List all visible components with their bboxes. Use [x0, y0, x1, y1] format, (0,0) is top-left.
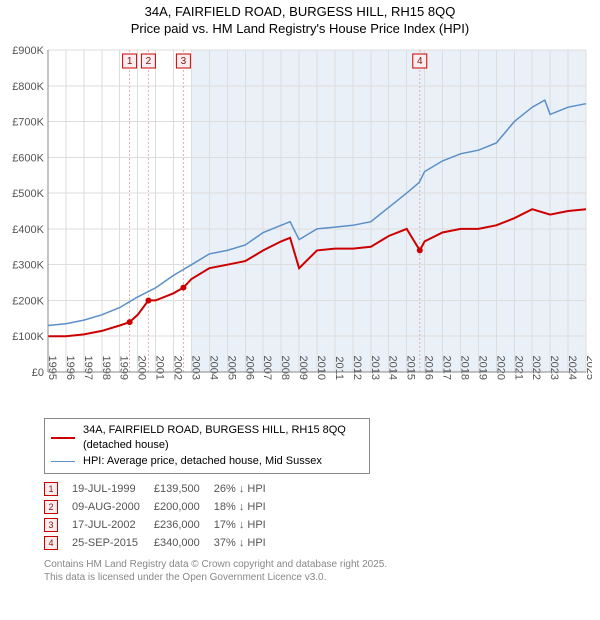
sale-marker-icon: 3 [44, 518, 58, 532]
svg-text:2022: 2022 [530, 355, 542, 379]
svg-text:2011: 2011 [333, 356, 345, 380]
legend: 34A, FAIRFIELD ROAD, BURGESS HILL, RH15 … [44, 418, 370, 474]
transactions-table: 1 19-JUL-1999£139,50026% ↓ HPI 2 09-AUG-200… [44, 480, 592, 552]
svg-text:£0: £0 [32, 367, 44, 379]
sale-price: £236,000 [154, 516, 214, 534]
svg-text:2021: 2021 [512, 355, 524, 379]
svg-text:2024: 2024 [566, 355, 578, 379]
svg-text:1998: 1998 [100, 355, 112, 379]
sale-marker-icon: 1 [44, 482, 58, 496]
svg-text:3: 3 [181, 56, 187, 67]
svg-text:2002: 2002 [172, 355, 184, 379]
legend-label: HPI: Average price, detached house, Mid … [83, 454, 322, 469]
svg-text:2015: 2015 [405, 355, 417, 379]
svg-text:2019: 2019 [476, 355, 488, 379]
line-chart-svg: £0 £100K £200K £300K £400K £500K £600K £700K £80… [8, 44, 592, 414]
footer-line-2: This data is licensed under the Open Gov… [44, 571, 592, 584]
svg-text:2001: 2001 [154, 355, 166, 379]
title-line-1: 34A, FAIRFIELD ROAD, BURGESS HILL, RH15 … [0, 4, 600, 21]
svg-text:2009: 2009 [297, 355, 309, 379]
svg-text:£800K: £800K [12, 81, 44, 93]
table-row: 1 19-JUL-1999£139,50026% ↓ HPI [44, 480, 280, 498]
footer-line-1: Contains HM Land Registry data © Crown c… [44, 558, 592, 571]
svg-text:2005: 2005 [225, 355, 237, 379]
sale-price: £340,000 [154, 534, 214, 552]
sale-price: £200,000 [154, 498, 214, 516]
table-row: 4 25-SEP-2015£340,00037% ↓ HPI [44, 534, 280, 552]
svg-text:1997: 1997 [82, 355, 94, 379]
legend-row: 34A, FAIRFIELD ROAD, BURGESS HILL, RH15 … [51, 423, 363, 454]
sale-date: 17-JUL-2002 [72, 516, 154, 534]
legend-row: HPI: Average price, detached house, Mid … [51, 454, 363, 469]
svg-text:2000: 2000 [136, 355, 148, 379]
sale-date: 19-JUL-1999 [72, 480, 154, 498]
table-row: 3 17-JUL-2002£236,00017% ↓ HPI [44, 516, 280, 534]
svg-text:£600K: £600K [12, 152, 44, 164]
chart-container: 34A, FAIRFIELD ROAD, BURGESS HILL, RH15 … [0, 0, 600, 620]
title-line-2: Price paid vs. HM Land Registry's House … [0, 21, 600, 38]
svg-text:2017: 2017 [441, 355, 453, 379]
svg-text:2006: 2006 [243, 355, 255, 379]
svg-text:2018: 2018 [458, 355, 470, 379]
svg-text:2023: 2023 [548, 355, 560, 379]
svg-text:2004: 2004 [207, 355, 219, 379]
svg-text:£300K: £300K [12, 259, 44, 271]
svg-text:2007: 2007 [261, 355, 273, 379]
svg-text:2014: 2014 [387, 355, 399, 379]
sale-vs-hpi: 18% ↓ HPI [214, 498, 280, 516]
sale-date: 09-AUG-2000 [72, 498, 154, 516]
svg-text:2012: 2012 [351, 355, 363, 379]
svg-text:£500K: £500K [12, 188, 44, 200]
svg-text:£400K: £400K [12, 224, 44, 236]
svg-text:£100K: £100K [12, 331, 44, 343]
sale-vs-hpi: 26% ↓ HPI [214, 480, 280, 498]
svg-text:2020: 2020 [494, 355, 506, 379]
table-row: 2 09-AUG-2000£200,00018% ↓ HPI [44, 498, 280, 516]
sale-marker-icon: 4 [44, 536, 58, 550]
legend-swatch [51, 461, 75, 462]
svg-text:£700K: £700K [12, 116, 44, 128]
chart-area: £0 £100K £200K £300K £400K £500K £600K £700K £80… [8, 44, 592, 414]
svg-text:2008: 2008 [279, 355, 291, 379]
legend-label: 34A, FAIRFIELD ROAD, BURGESS HILL, RH15 … [83, 423, 363, 454]
svg-text:1996: 1996 [64, 355, 76, 379]
svg-text:1: 1 [127, 56, 133, 67]
svg-text:4: 4 [417, 56, 423, 67]
svg-text:1999: 1999 [118, 355, 130, 379]
sale-vs-hpi: 37% ↓ HPI [214, 534, 280, 552]
svg-text:£200K: £200K [12, 295, 44, 307]
sale-marker-icon: 2 [44, 500, 58, 514]
svg-text:2016: 2016 [423, 355, 435, 379]
svg-text:2013: 2013 [369, 355, 381, 379]
svg-text:2010: 2010 [315, 355, 327, 379]
svg-text:£900K: £900K [12, 45, 44, 57]
sale-date: 25-SEP-2015 [72, 534, 154, 552]
svg-text:2025: 2025 [584, 355, 592, 379]
svg-text:2: 2 [146, 56, 152, 67]
attribution-footer: Contains HM Land Registry data © Crown c… [44, 558, 592, 584]
legend-swatch [51, 437, 75, 439]
chart-title: 34A, FAIRFIELD ROAD, BURGESS HILL, RH15 … [0, 0, 600, 38]
sale-vs-hpi: 17% ↓ HPI [214, 516, 280, 534]
svg-text:2003: 2003 [189, 355, 201, 379]
sale-price: £139,500 [154, 480, 214, 498]
